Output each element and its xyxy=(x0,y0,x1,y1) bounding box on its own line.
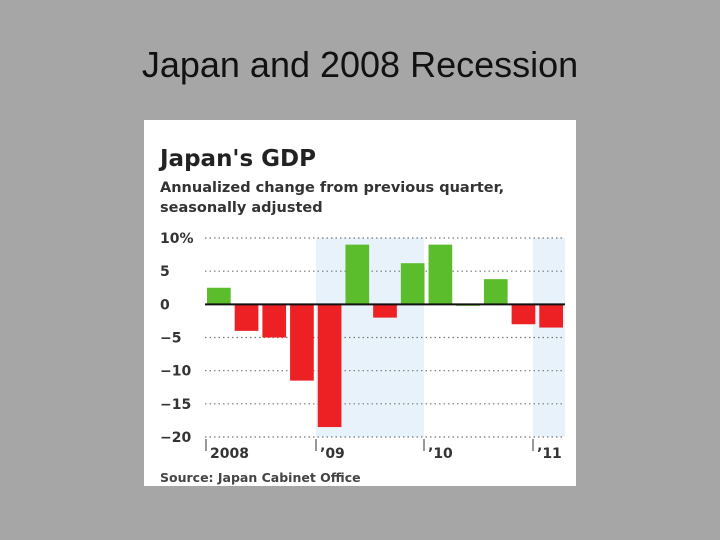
gdp-bar-chart: 10% 5 0 −5 −10 −15 −20 2008 ’09 ’10 ’11 xyxy=(160,231,565,462)
gdp-bar xyxy=(290,304,314,381)
chart-card: Japan's GDP Annualized change from previ… xyxy=(144,120,576,486)
chart-source: Source: Japan Cabinet Office xyxy=(160,470,361,485)
gdp-bar xyxy=(317,304,342,428)
gdp-bar xyxy=(428,244,453,305)
y-tick-label: −15 xyxy=(160,397,191,413)
x-year-label: ’09 xyxy=(320,446,345,462)
gdp-bar xyxy=(207,287,231,305)
y-tick-label: 10% xyxy=(160,231,194,247)
y-tick-label: 0 xyxy=(160,297,170,313)
y-tick-label: 5 xyxy=(160,264,170,280)
chart-title: Japan's GDP xyxy=(160,146,317,172)
x-year-label: ’11 xyxy=(537,446,562,462)
gdp-bar xyxy=(483,279,508,305)
x-year-label: 2008 xyxy=(210,446,249,462)
gdp-bar xyxy=(400,263,425,305)
gdp-bar xyxy=(262,304,287,338)
chart-subtitle: Annualized change from previous quarter,… xyxy=(160,180,505,216)
y-tick-label: −20 xyxy=(160,430,191,446)
gdp-bar xyxy=(373,304,397,318)
x-year-label: ’10 xyxy=(428,446,453,462)
year-band-2011 xyxy=(533,238,565,437)
gdp-bar xyxy=(539,304,563,328)
slide-title: Japan and 2008 Recession xyxy=(141,44,579,85)
gdp-bar xyxy=(345,244,370,305)
y-tick-label: −5 xyxy=(160,331,181,347)
gdp-bar xyxy=(511,304,536,325)
y-tick-label: −10 xyxy=(160,364,191,380)
gdp-bar xyxy=(234,304,259,331)
